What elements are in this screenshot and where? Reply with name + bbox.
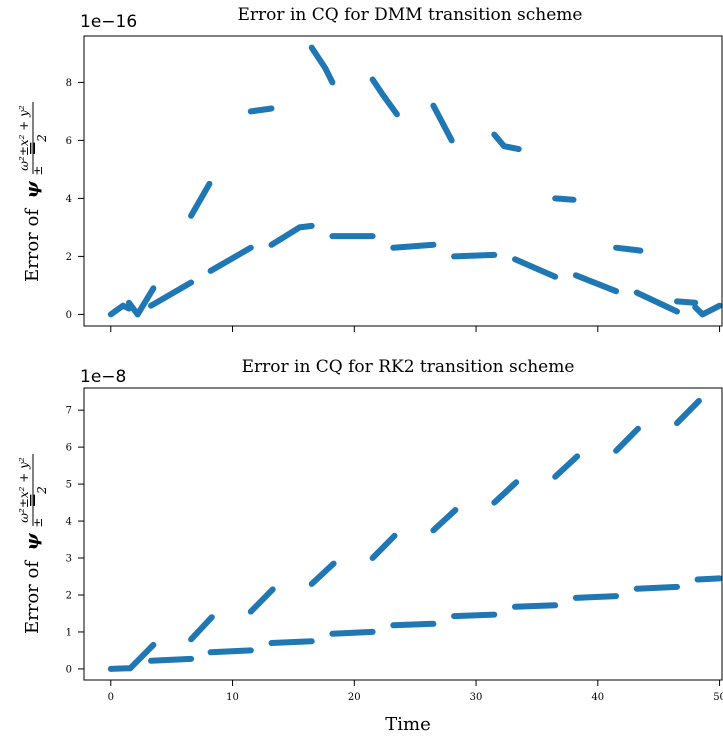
series-1-segment: [188, 180, 213, 219]
y-label-frac-den: 2: [35, 486, 49, 495]
series-1-segment: [491, 131, 522, 153]
y-tick-label: 0: [66, 664, 72, 675]
series-2-segment: [268, 222, 315, 248]
series-2-segment: [451, 251, 498, 260]
series-2-segment: [207, 244, 254, 274]
plot-frame: [83, 387, 723, 681]
x-tick-label: 10: [226, 692, 239, 703]
series-2-segment: [329, 628, 376, 637]
y-label-frac-num: ω²±x² + y²: [17, 457, 31, 523]
y-label-prefix: Error of: [22, 208, 43, 282]
y-tick-label: 3: [66, 554, 72, 565]
series-2-segment: [572, 272, 620, 295]
series-1-segment: [692, 302, 723, 318]
series-1-segment: [430, 102, 455, 144]
series-2-segment: [268, 638, 315, 646]
svg-text:Error of ψ ±: Error of ψ ± =: [22, 141, 47, 282]
x-axis-label: Time: [385, 714, 430, 735]
y-tick-label: 6: [66, 136, 72, 147]
series-1-segment: [674, 397, 702, 427]
series-1-segment: [308, 44, 336, 86]
y-offset-label: 1e−16: [80, 12, 137, 32]
series-2-segment: [512, 602, 559, 610]
series-1-segment: [552, 195, 577, 203]
x-tick-label: 40: [591, 692, 604, 703]
series-1-segment: [107, 302, 132, 318]
y-axis-label: Error of ψ ± = ω²±x² + y² 2: [17, 102, 49, 282]
series-1-segment: [613, 244, 644, 254]
series-1-segment: [613, 425, 641, 454]
series-1-segment: [369, 76, 400, 118]
series-2-segment: [148, 279, 195, 309]
x-tick-label: 30: [470, 692, 483, 703]
y-axis-label: Error of ψ ± = ω²±x² + y² 2: [17, 454, 49, 634]
series-1-segment: [491, 479, 520, 506]
y-label-frac-num: ω²±x² + y²: [17, 105, 31, 171]
series-2-segment: [572, 593, 620, 601]
y-offset-label: 1e−8: [80, 367, 126, 387]
series-1-segment: [134, 285, 157, 318]
series-1-segment: [674, 298, 699, 306]
y-tick-label: 6: [66, 443, 72, 454]
series-2-segment: [451, 611, 498, 620]
series-1-segment: [247, 105, 275, 115]
y-label-frac-den: 2: [35, 134, 49, 143]
x-tick-label: 50: [713, 692, 723, 703]
series-2-segment: [207, 647, 254, 656]
plot-frame: [83, 35, 723, 327]
y-tick-label: 0: [66, 310, 72, 321]
y-label-prefix: Error of: [22, 560, 43, 634]
series-2-segment: [694, 575, 723, 583]
x-tick-label: 0: [108, 692, 114, 703]
series-2-segment: [390, 241, 437, 251]
y-tick-label: 1: [66, 627, 72, 638]
series-1-segment: [188, 614, 215, 643]
chart-title: Error in CQ for RK2 transition scheme: [242, 357, 575, 377]
chart-dmm: Error in CQ for DMM transition scheme 1e…: [17, 5, 723, 332]
series-1-segment: [430, 507, 459, 534]
chart-rk2: Error in CQ for RK2 transition scheme 1e…: [17, 357, 723, 703]
series-2-segment: [633, 289, 680, 315]
y-tick-label: 8: [66, 78, 72, 89]
y-tick-label: 5: [66, 480, 72, 491]
series-1-segment: [247, 586, 276, 615]
x-tick-label: 20: [348, 692, 361, 703]
y-label-symbol: ψ: [22, 180, 43, 198]
series-1-segment: [308, 560, 337, 587]
series-2-segment: [390, 620, 437, 629]
series-1-segment: [552, 453, 581, 480]
y-tick-label: 4: [66, 517, 72, 528]
series-2-segment: [512, 256, 559, 280]
y-label-sub: ±: [31, 518, 45, 528]
series-1-segment: [127, 641, 157, 672]
series-1-segment: [369, 532, 398, 561]
chart-title: Error in CQ for DMM transition scheme: [238, 5, 583, 25]
series-1-segment: [107, 665, 134, 672]
series-2-segment: [633, 583, 680, 592]
y-tick-label: 2: [66, 252, 72, 263]
y-tick-label: 2: [66, 590, 72, 601]
y-tick-label: 7: [66, 406, 72, 417]
y-tick-label: 4: [66, 194, 72, 205]
y-label-symbol: ψ: [22, 532, 43, 550]
y-label-sub: ±: [31, 166, 45, 176]
series-2-segment: [148, 655, 195, 664]
